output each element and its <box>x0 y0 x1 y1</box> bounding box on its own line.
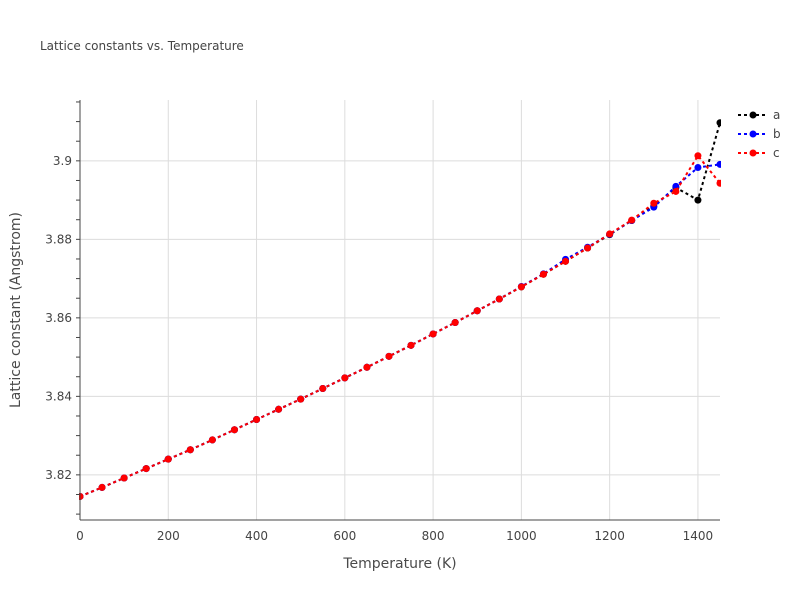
legend-item-a[interactable]: a <box>738 108 780 122</box>
y-tick-label: 3.82 <box>45 468 72 482</box>
data-point-c <box>98 483 106 491</box>
plot-area <box>79 119 721 500</box>
data-point-c <box>539 270 547 278</box>
x-tick-label: 800 <box>422 529 445 543</box>
x-axis-title: Temperature (K) <box>342 556 456 572</box>
y-tick-label: 3.9 <box>53 154 72 168</box>
data-point-c <box>186 446 194 454</box>
legend-label-c: c <box>773 146 780 160</box>
data-point-c <box>517 283 525 291</box>
data-point-a <box>694 196 702 204</box>
legend-label-b: b <box>773 127 781 141</box>
legend-item-c[interactable]: c <box>738 146 780 160</box>
series-line-c <box>79 154 721 498</box>
series-layer <box>79 119 721 500</box>
legend-marker-a <box>749 111 757 119</box>
data-point-b <box>716 160 721 168</box>
data-point-a <box>716 119 721 127</box>
data-point-c <box>142 465 150 473</box>
data-point-c <box>495 295 503 303</box>
data-point-c <box>650 199 658 207</box>
x-tick-label: 600 <box>333 529 356 543</box>
data-point-c <box>297 395 305 403</box>
x-tick-label: 0 <box>76 529 84 543</box>
data-point-c <box>628 216 636 224</box>
legend[interactable]: abc <box>738 108 781 160</box>
data-point-c <box>385 352 393 360</box>
data-point-c <box>562 257 570 265</box>
axes <box>76 100 720 521</box>
y-tick-label: 3.88 <box>45 232 72 246</box>
y-tick-label: 3.84 <box>45 389 72 403</box>
legend-label-a: a <box>773 108 780 122</box>
data-point-c <box>164 455 172 463</box>
data-point-c <box>672 187 680 195</box>
data-point-c <box>694 152 702 160</box>
data-point-b <box>694 164 702 172</box>
data-point-c <box>230 426 238 434</box>
y-tick-labels: 3.82 3.84 3.86 3.88 3.9 <box>45 154 72 482</box>
x-tick-label: 1000 <box>506 529 537 543</box>
data-point-c <box>606 230 614 238</box>
legend-marker-b <box>749 130 757 138</box>
data-point-c <box>120 474 128 482</box>
legend-marker-c <box>749 149 757 157</box>
x-tick-label: 200 <box>157 529 180 543</box>
data-point-c <box>363 363 371 371</box>
data-point-c <box>319 385 327 393</box>
data-point-c <box>429 330 437 338</box>
data-point-c <box>253 416 261 424</box>
x-tick-label: 1200 <box>594 529 625 543</box>
y-gridlines <box>80 160 720 476</box>
x-tick-labels: 0 200 400 600 800 1000 1200 1400 <box>76 529 713 543</box>
data-point-c <box>716 179 721 187</box>
data-point-c <box>275 405 283 413</box>
y-tick-label: 3.86 <box>45 311 72 325</box>
data-point-c <box>341 374 349 382</box>
legend-item-b[interactable]: b <box>738 127 781 141</box>
data-point-c <box>407 341 415 349</box>
data-point-c <box>208 436 216 444</box>
data-point-c <box>451 319 459 327</box>
data-point-c <box>473 307 481 315</box>
x-tick-label: 1400 <box>683 529 714 543</box>
chart-title: Lattice constants vs. Temperature <box>40 39 244 53</box>
x-tick-label: 400 <box>245 529 268 543</box>
y-axis-title: Lattice constant (Angstrom) <box>8 212 24 408</box>
data-point-c <box>584 244 592 252</box>
